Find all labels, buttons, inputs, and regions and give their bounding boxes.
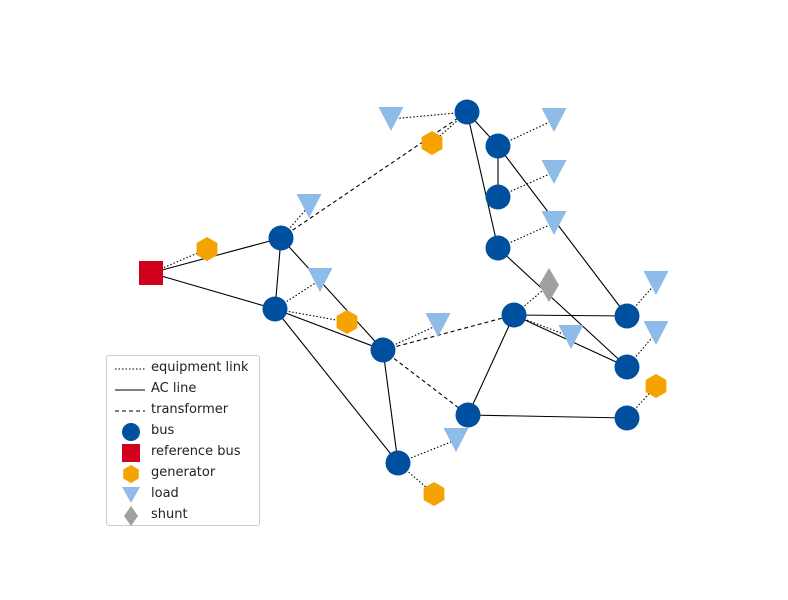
- ac-line: [513, 314, 628, 317]
- transformer-edge: [382, 349, 469, 416]
- bus-node: [385, 450, 411, 476]
- bus-node: [614, 303, 640, 329]
- legend-label: equipment link: [151, 360, 249, 375]
- legend-symbol-reference-bus: [122, 444, 140, 462]
- bus-node: [485, 133, 511, 159]
- legend-item-transformer: transformer: [107, 400, 261, 421]
- bus-node: [485, 184, 511, 210]
- load-node: [558, 325, 584, 349]
- transformer-edge: [280, 111, 468, 239]
- legend-symbol-equipment-link: [115, 368, 145, 370]
- legend-symbol-generator: [123, 465, 139, 483]
- ac-line: [466, 111, 499, 249]
- legend-item-shunt: shunt: [107, 505, 261, 526]
- legend-item-equipment-link: equipment link: [107, 358, 261, 379]
- legend-label: AC line: [151, 381, 197, 396]
- bus-node: [455, 402, 481, 428]
- bus-swatch: [122, 423, 140, 441]
- legend-item-bus: bus: [107, 421, 261, 442]
- legend-symbol-shunt: [124, 506, 138, 526]
- shunt-swatch: [124, 506, 138, 526]
- legend-label: generator: [151, 465, 216, 480]
- load-node: [296, 194, 322, 218]
- ac-line: [497, 145, 628, 317]
- generator-node: [423, 482, 445, 506]
- legend: equipment link AC line transformer bus refer…: [106, 355, 260, 526]
- bus-node: [485, 235, 511, 261]
- generator-node: [421, 131, 443, 155]
- generator-node: [336, 310, 358, 334]
- load-node: [541, 108, 567, 132]
- legend-item-generator: generator: [107, 463, 261, 484]
- legend-symbol-bus: [122, 423, 140, 441]
- ac-line: [274, 308, 399, 464]
- ac-line: [150, 272, 276, 310]
- generator-swatch: [123, 465, 139, 483]
- ac-line: [274, 308, 384, 351]
- legend-symbol-ac-line: [115, 389, 145, 391]
- shunt-node: [539, 268, 559, 302]
- bus-node: [370, 337, 396, 363]
- ac-line: [280, 237, 384, 351]
- bus-node: [614, 405, 640, 431]
- equipment-link: [274, 308, 348, 323]
- legend-item-ac-line: AC line: [107, 379, 261, 400]
- ac-line: [467, 414, 628, 419]
- generator-node: [196, 237, 218, 261]
- ac-line: [497, 247, 628, 368]
- legend-item-load: load: [107, 484, 261, 505]
- legend-item-reference-bus: reference bus: [107, 442, 261, 463]
- legend-symbol-load: [122, 487, 140, 503]
- load-swatch: [122, 487, 140, 503]
- legend-label: transformer: [151, 402, 229, 417]
- transformer-edge: [382, 314, 515, 351]
- nodes-layer: [139, 99, 669, 506]
- bus-node: [268, 225, 294, 251]
- legend-label: reference bus: [151, 444, 241, 459]
- legend-label: bus: [151, 423, 175, 438]
- bus-node: [614, 354, 640, 380]
- legend-label: load: [151, 486, 179, 501]
- load-node: [307, 268, 333, 292]
- load-node: [425, 313, 451, 337]
- load-node: [443, 428, 469, 452]
- load-node: [643, 321, 669, 345]
- bus-node: [262, 296, 288, 322]
- ac-line: [467, 314, 515, 416]
- load-node: [643, 271, 669, 295]
- generator-node: [645, 374, 667, 398]
- reference-bus-node: [139, 261, 163, 285]
- load-node: [541, 211, 567, 235]
- load-node: [378, 107, 404, 131]
- bus-node: [454, 99, 480, 125]
- ac-line: [382, 349, 399, 464]
- equipment-link: [382, 324, 439, 351]
- reference-bus-swatch: [122, 444, 140, 462]
- legend-label: shunt: [151, 507, 188, 522]
- load-node: [541, 160, 567, 184]
- legend-symbol-transformer: [115, 410, 145, 412]
- equipment-link: [390, 111, 468, 120]
- bus-node: [501, 302, 527, 328]
